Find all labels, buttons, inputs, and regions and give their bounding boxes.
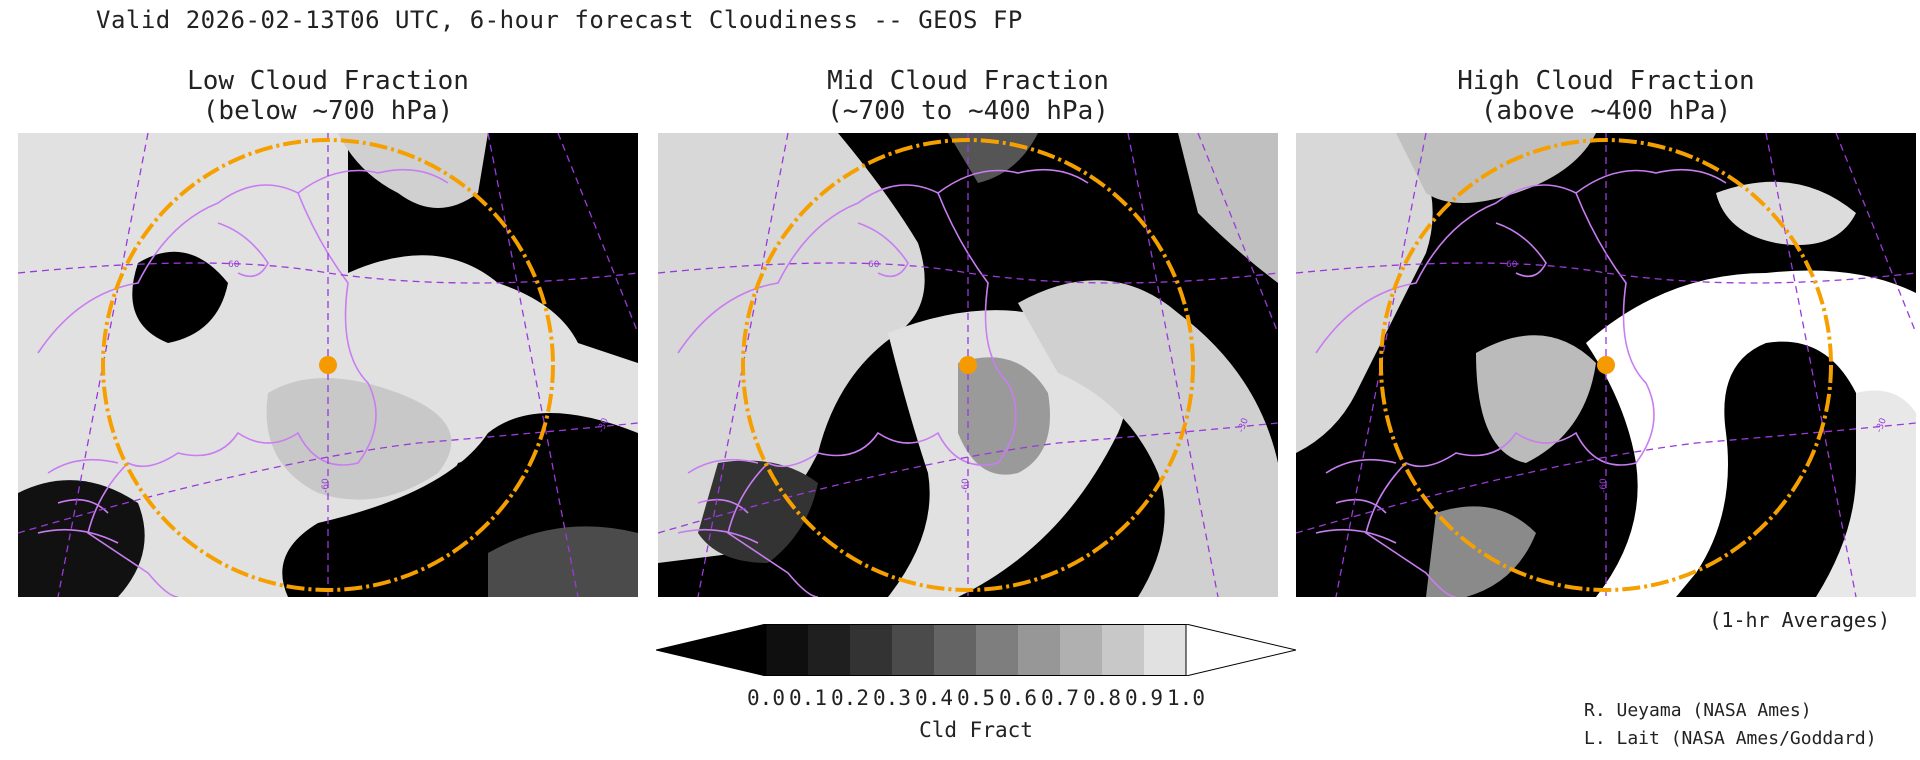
site-marker	[1597, 356, 1615, 374]
longitude-label: -60	[321, 478, 331, 493]
colorbar-underflow-triangle	[656, 624, 767, 676]
cloud-region	[1586, 270, 1916, 597]
longitude-label: -30	[596, 417, 611, 434]
latitude-label: 60	[1506, 260, 1518, 270]
longitude-label: -60	[961, 478, 971, 493]
colorbar-tick-label: 0.2	[831, 686, 869, 710]
longitude-label: -30	[1874, 417, 1889, 434]
colorbar-tick-label: 0.6	[999, 686, 1037, 710]
longitude-label: -30	[1236, 417, 1251, 434]
map-high-svg: 60 -60 -30	[1296, 133, 1916, 597]
panel-title-high: High Cloud Fraction (above ~400 hPa)	[1457, 66, 1755, 126]
colorbar-segment	[1102, 624, 1144, 676]
colorbar-tick-labels: 0.0 0.1 0.2 0.3 0.4 0.5 0.6 0.7 0.8 0.9 1.0	[0, 686, 1920, 714]
colorbar-tick-label: 0.4	[915, 686, 953, 710]
credit-line-1: R. Ueyama (NASA Ames)	[1584, 700, 1812, 721]
cloud-region	[958, 357, 1050, 475]
map-low-svg: 60 -60 -30	[18, 133, 638, 597]
colorbar-segment	[1060, 624, 1102, 676]
figure-title: Valid 2026-02-13T06 UTC, 6-hour forecast…	[96, 6, 1023, 34]
cloud-region	[658, 133, 925, 563]
colorbar-segment	[1018, 624, 1060, 676]
colorbar-segment	[976, 624, 1018, 676]
cloud-region	[450, 457, 538, 545]
colorbar-segment	[766, 624, 808, 676]
cloud-region	[1178, 133, 1278, 283]
panel-title-low: Low Cloud Fraction (below ~700 hPa)	[187, 66, 469, 126]
cloud-region	[132, 251, 228, 343]
coastline-overlay	[677, 168, 1089, 597]
cloud-region	[18, 480, 145, 597]
cloud-region	[1716, 181, 1856, 245]
colorbar-tick-label: 1.0	[1167, 686, 1205, 710]
colorbar-tick-label: 0.1	[789, 686, 827, 710]
averaging-note: (1-hr Averages)	[1709, 608, 1890, 632]
cloud-region	[1816, 390, 1916, 597]
colorbar-frame	[765, 624, 1187, 676]
colorbar-segment	[850, 624, 892, 676]
latitude-label: 60	[868, 260, 880, 270]
colorbar-overflow-triangle	[1185, 624, 1296, 676]
coastline-overlay	[1315, 168, 1727, 597]
cloud-region	[1476, 335, 1596, 463]
cloud-region	[698, 460, 818, 563]
colorbar-tick-label: 0.7	[1041, 686, 1079, 710]
map-panel-high: 60 -60 -30	[1296, 133, 1916, 597]
coastline-overlay	[37, 168, 449, 597]
colorbar-tick-label: 0.9	[1125, 686, 1163, 710]
colorbar-tick-label: 0.3	[873, 686, 911, 710]
cloud-region	[1018, 280, 1278, 597]
map-panel-mid: 60 -60 -30	[658, 133, 1278, 597]
map-mid-svg: 60 -60 -30	[658, 133, 1278, 597]
cloud-region	[488, 526, 638, 597]
map-panel-low: 60 -60 -30	[18, 133, 638, 597]
colorbar-segment	[808, 624, 850, 676]
colorbar-segment	[1144, 624, 1186, 676]
longitude-label: -60	[1599, 478, 1609, 493]
colorbar-tick-label: 0.8	[1083, 686, 1121, 710]
site-marker	[319, 356, 337, 374]
credit-line-2: L. Lait (NASA Ames/Goddard)	[1584, 728, 1877, 749]
range-ring	[741, 138, 1195, 592]
range-ring	[101, 138, 555, 592]
cloud-region	[266, 378, 452, 500]
panel-title-mid: Mid Cloud Fraction (~700 to ~400 hPa)	[827, 66, 1109, 126]
range-ring	[1379, 138, 1833, 592]
colorbar-segment	[934, 624, 976, 676]
colorbar	[656, 624, 1296, 676]
cloud-region	[1296, 133, 1433, 453]
latitude-label: 60	[228, 260, 240, 270]
colorbar-tick-label: 0.0	[747, 686, 785, 710]
colorbar-tick-label: 0.5	[957, 686, 995, 710]
site-marker	[959, 356, 977, 374]
colorbar-segment	[892, 624, 934, 676]
colorbar-unit-label: Cld Fract	[919, 718, 1033, 742]
